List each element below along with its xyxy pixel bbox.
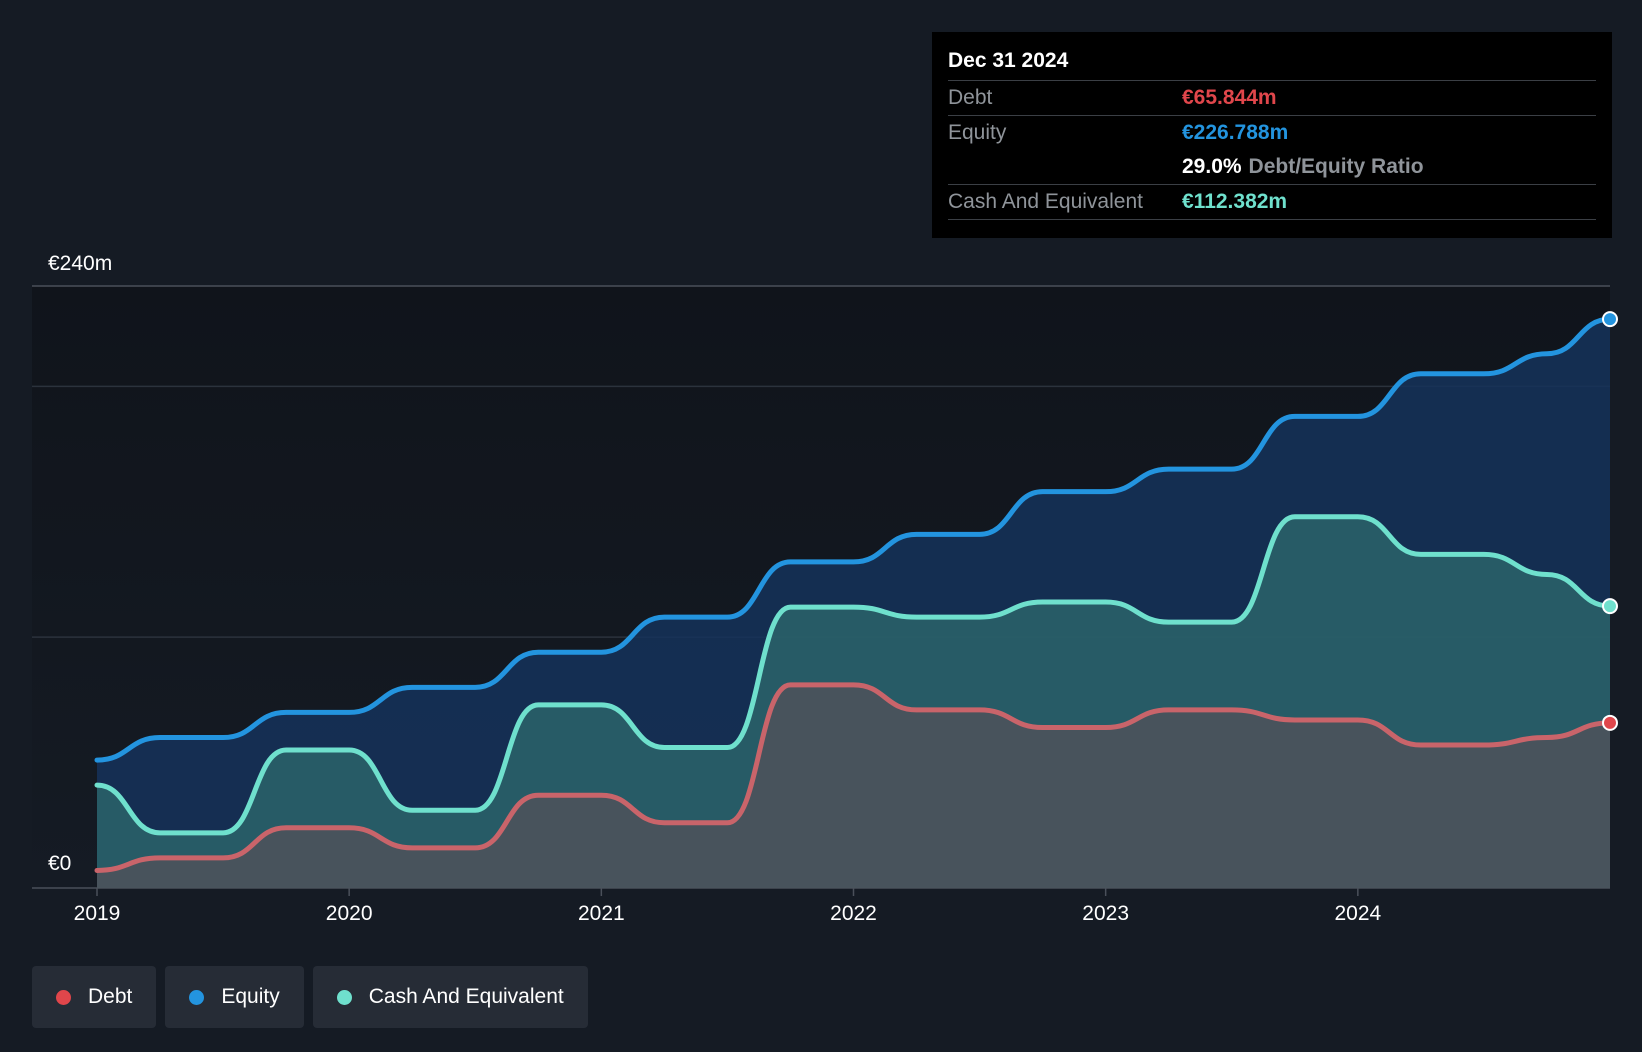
legend-dot-debt: [56, 989, 71, 1005]
debt-end-marker: [1602, 714, 1618, 731]
tooltip-date: Dec 31 2024: [948, 49, 1069, 72]
tooltip-ratio-label: Debt/Equity Ratio: [1248, 155, 1424, 178]
equity-line: [94, 316, 1613, 763]
debt-area: [97, 684, 1610, 888]
debt-line: [94, 682, 1613, 873]
x-tick-label: 2024: [1334, 902, 1381, 925]
legend-dot-cash: [336, 989, 352, 1005]
legend-dot-equity: [189, 989, 205, 1005]
cash-and-equivalent-line: [94, 514, 1613, 836]
equity-end-marker: [1602, 311, 1618, 328]
legend-item-debt[interactable]: Debt: [32, 966, 157, 1028]
x-tick-label: 2023: [1082, 902, 1129, 925]
legend-item-equity[interactable]: Equity: [165, 966, 304, 1028]
chart-legend: Debt Equity Cash And Equivalent: [32, 966, 597, 1028]
tooltip-cash-label: Cash And Equivalent: [948, 190, 1143, 213]
tooltip-panel: Dec 31 2024 Debt €65.844m Equity €226.78…: [932, 32, 1612, 238]
y-axis-bottom-label: €0: [48, 852, 71, 875]
cash-and-equivalent-end-marker: [1602, 598, 1618, 615]
tooltip-debt-label: Debt: [948, 86, 993, 109]
tooltip-equity-value: €226.788m: [1182, 121, 1289, 144]
tooltip-ratio-value: 29.0%: [1182, 155, 1242, 178]
tooltip-debt-row: Debt €65.844m: [948, 80, 1596, 115]
x-tick-label: 2022: [830, 902, 877, 925]
tooltip-cash-row: Cash And Equivalent €112.382m: [948, 184, 1596, 220]
legend-label-debt: Debt: [88, 985, 133, 1008]
x-tick-label: 2020: [326, 902, 373, 925]
x-tick-label: 2021: [578, 902, 625, 925]
legend-label-equity: Equity: [221, 985, 280, 1008]
tooltip-ratio-row: 29.0% Debt/Equity Ratio: [948, 150, 1596, 184]
legend-label-cash: Cash And Equivalent: [368, 985, 564, 1008]
tooltip-equity-label: Equity: [948, 121, 1007, 144]
tooltip-equity-row: Equity €226.788m: [948, 115, 1596, 150]
tooltip-debt-value: €65.844m: [1182, 86, 1277, 109]
x-tick-label: 2019: [74, 902, 121, 925]
legend-item-cash[interactable]: Cash And Equivalent: [312, 966, 588, 1028]
tooltip-cash-value: €112.382m: [1182, 190, 1288, 213]
y-axis-top-label: €240m: [48, 252, 112, 275]
